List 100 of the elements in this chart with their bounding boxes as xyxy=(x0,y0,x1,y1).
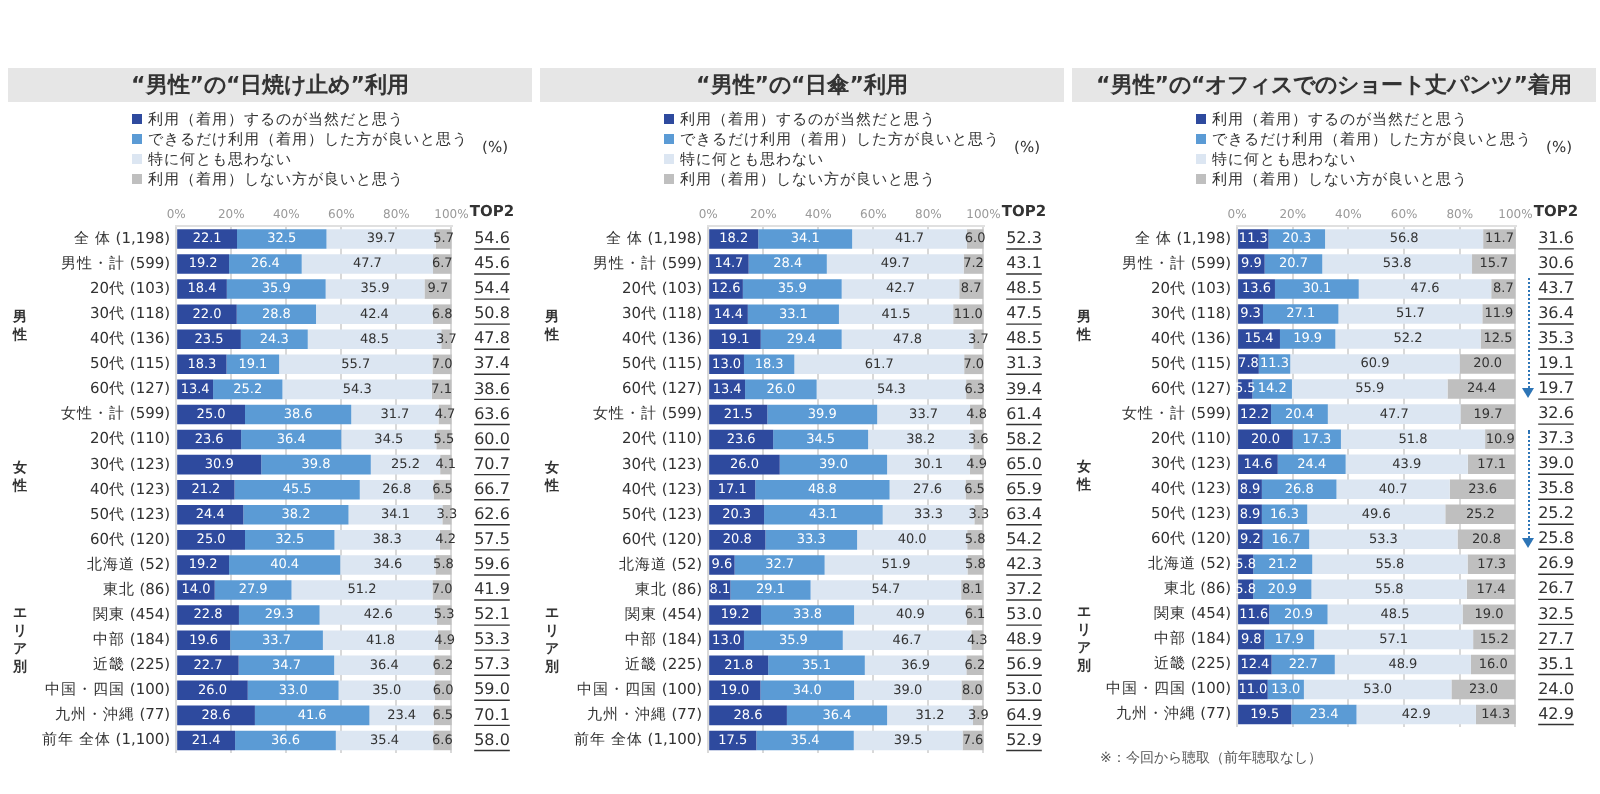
text: 31.6 xyxy=(1538,229,1574,248)
bar xyxy=(177,329,241,350)
text: 30.6 xyxy=(1538,254,1574,273)
bar xyxy=(709,605,762,625)
text: 36.4 xyxy=(1538,304,1574,323)
bar xyxy=(1311,579,1467,600)
bar xyxy=(854,605,967,625)
bar xyxy=(1271,404,1328,424)
text: 42.9 xyxy=(1538,704,1574,723)
text: 41.9 xyxy=(474,580,510,599)
text: 52.9 xyxy=(1006,730,1042,749)
bar xyxy=(301,254,434,274)
bar xyxy=(756,730,854,751)
text: 50.8 xyxy=(474,304,510,323)
bar xyxy=(730,580,811,600)
text: 37.3 xyxy=(1538,429,1574,448)
bar xyxy=(245,530,335,550)
bar xyxy=(838,304,954,324)
text: 60.0 xyxy=(474,429,510,448)
bar xyxy=(1340,429,1486,449)
bar xyxy=(755,479,890,500)
bar xyxy=(761,605,855,625)
text: 70.1 xyxy=(474,705,510,724)
text: 63.6 xyxy=(474,404,510,423)
bar xyxy=(243,505,349,525)
bar xyxy=(1277,454,1346,474)
bar xyxy=(291,580,433,600)
bar xyxy=(765,530,858,550)
text: 53.0 xyxy=(1006,605,1042,624)
text: 42.3 xyxy=(1006,555,1042,574)
bar xyxy=(1261,479,1337,499)
bar xyxy=(1325,229,1484,249)
bar xyxy=(237,229,327,249)
bar xyxy=(1345,454,1468,474)
text: 19.7 xyxy=(1538,379,1574,398)
text: 39.4 xyxy=(1006,379,1042,398)
bar xyxy=(229,254,302,274)
text: 57.5 xyxy=(474,530,510,549)
text: 38.6 xyxy=(474,379,510,398)
text: 47.8 xyxy=(474,329,510,348)
bar xyxy=(826,254,964,274)
bar xyxy=(177,605,239,625)
bar xyxy=(709,505,765,525)
text: 37.4 xyxy=(474,354,510,373)
text: 25.2 xyxy=(1538,504,1574,523)
bar xyxy=(240,329,308,350)
text: 66.7 xyxy=(474,479,510,498)
text: 54.4 xyxy=(474,279,510,298)
bar xyxy=(810,580,962,600)
bar xyxy=(1336,479,1450,499)
text: 32.6 xyxy=(1538,404,1574,423)
bar xyxy=(177,505,244,525)
text: 32.5 xyxy=(1538,604,1574,623)
bar xyxy=(1334,654,1471,675)
bar xyxy=(1290,354,1460,374)
text: 61.4 xyxy=(1006,404,1042,423)
bar xyxy=(747,304,839,324)
text: 45.6 xyxy=(474,254,510,273)
bar xyxy=(1335,329,1481,349)
bar xyxy=(177,229,238,249)
bar xyxy=(1322,254,1473,274)
bar xyxy=(853,730,963,751)
bar xyxy=(742,279,842,299)
bar xyxy=(1274,279,1359,299)
bar xyxy=(177,254,230,274)
chart-title: “男性”の“日傘”利用 xyxy=(540,68,1064,102)
text: 56.9 xyxy=(1006,655,1042,674)
bar xyxy=(768,655,865,676)
text: 24.0 xyxy=(1538,679,1574,698)
bar xyxy=(229,555,341,575)
bar xyxy=(261,454,371,475)
bar xyxy=(334,655,435,676)
bar xyxy=(767,404,878,425)
text: 65.0 xyxy=(1006,454,1042,473)
bar xyxy=(1312,554,1468,575)
bar xyxy=(794,354,965,375)
bar xyxy=(177,304,237,324)
text: 43.1 xyxy=(1006,254,1042,273)
text: 52.1 xyxy=(474,605,510,624)
text: 52.3 xyxy=(1006,229,1042,248)
bar xyxy=(864,655,967,676)
bar xyxy=(254,705,370,726)
text: 54.6 xyxy=(474,229,510,248)
text: 25.8 xyxy=(1538,529,1574,548)
bar xyxy=(764,505,883,525)
text: 64.9 xyxy=(1006,705,1042,724)
bar xyxy=(857,530,968,550)
bar xyxy=(709,655,769,676)
bar xyxy=(734,555,825,575)
text: 35.1 xyxy=(1538,654,1574,673)
bar xyxy=(351,404,439,425)
bar xyxy=(816,379,967,400)
bar xyxy=(238,655,335,676)
text: 31.3 xyxy=(1006,354,1042,373)
bar xyxy=(709,329,761,350)
bar xyxy=(1291,379,1448,399)
bar xyxy=(1303,679,1452,700)
bar xyxy=(1264,254,1323,274)
bar xyxy=(334,530,440,550)
bar xyxy=(177,530,245,550)
